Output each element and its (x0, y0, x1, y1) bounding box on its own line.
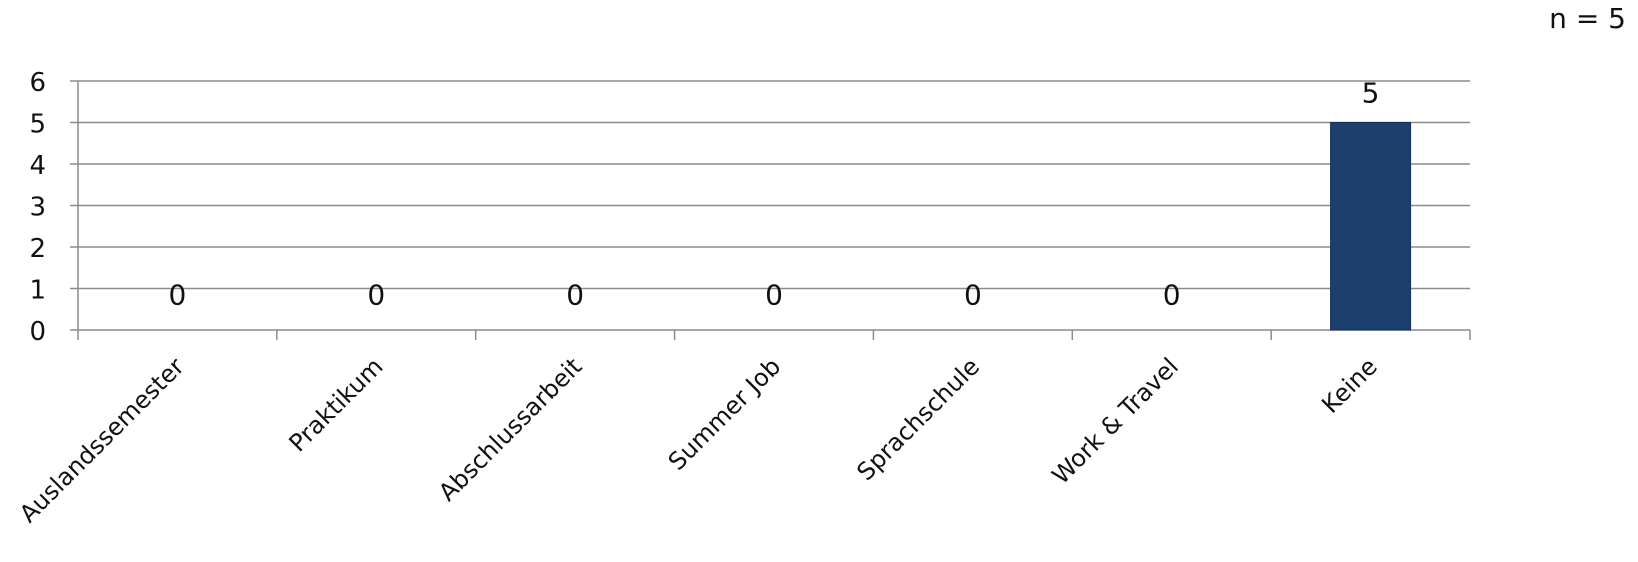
y-tick-label: 3 (29, 193, 46, 223)
y-tick-label: 4 (29, 151, 46, 181)
y-tick-label: 2 (29, 234, 46, 264)
category-label: Summer Job (663, 352, 786, 475)
category-label: Abschlussarbeit (433, 352, 587, 506)
category-label: Work & Travel (1047, 352, 1184, 489)
data-label: 0 (169, 279, 187, 312)
label-layer: 0 Auslandssemester 0 Praktikum 0 Abschlussarb… (14, 77, 1383, 529)
bar-6 (1330, 122, 1412, 331)
category-label: Auslandssemester (14, 352, 190, 528)
y-tick-label: 1 (29, 276, 46, 306)
category-label: Keine (1316, 352, 1382, 418)
data-label: 0 (566, 279, 584, 312)
data-label: 0 (765, 279, 783, 312)
grid-layer (70, 80, 1470, 331)
y-tick-label: 6 (29, 68, 46, 98)
data-label: 0 (1163, 279, 1181, 312)
data-label: 0 (367, 279, 385, 312)
sample-size-note: n = 5 (1549, 2, 1626, 35)
axis-layer: 0 1 2 3 4 5 6 (29, 68, 1471, 347)
y-tick-label: 0 (29, 317, 46, 347)
data-label: 0 (964, 279, 982, 312)
data-label: 5 (1362, 77, 1380, 110)
y-tick-label: 5 (29, 110, 46, 140)
bar-layer (1330, 122, 1412, 331)
category-label: Praktikum (284, 352, 389, 457)
category-label: Sprachschule (851, 352, 985, 486)
